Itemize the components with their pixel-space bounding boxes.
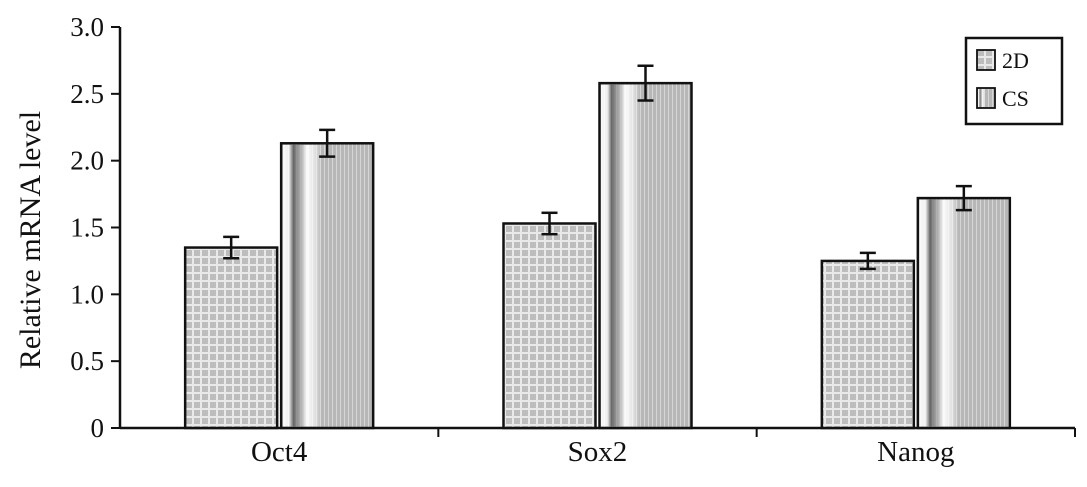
legend: 2D CS	[964, 36, 1064, 126]
y-tick-label: 2.5	[70, 79, 104, 109]
legend-label-cs: CS	[1002, 86, 1029, 111]
bar-sheen	[919, 199, 1009, 427]
bar-2d-oct4	[183, 246, 279, 430]
bars-layer	[183, 81, 1012, 430]
y-tick-label: 0	[91, 413, 105, 443]
y-axis-title: Relative mRNA level	[14, 111, 47, 369]
legend-swatch-2d	[976, 49, 996, 71]
legend-label-2d: 2D	[1002, 48, 1029, 73]
x-tick-label: Oct4	[251, 436, 308, 468]
y-tick-label: 1.5	[70, 213, 104, 243]
bar-2d-sox2	[502, 222, 597, 430]
x-axis: Oct4 Sox2 Nanog	[120, 426, 1076, 468]
bar-2d-nanog	[820, 259, 916, 430]
legend-swatch-sheen	[978, 89, 994, 107]
error-bars-layer	[223, 64, 972, 271]
x-tick-label: Nanog	[877, 436, 954, 468]
y-axis: 0 0.5 1.0 1.5 2.0 2.5 3.0	[70, 12, 122, 443]
x-tick-label: Sox2	[568, 436, 628, 468]
bar-sheen	[601, 84, 690, 427]
y-tick-label: 0.5	[70, 346, 104, 376]
bar-sheen	[282, 144, 372, 427]
y-tick-label: 2.0	[70, 146, 104, 176]
y-tick-label: 3.0	[70, 12, 104, 42]
y-tick-label: 1.0	[70, 279, 104, 309]
